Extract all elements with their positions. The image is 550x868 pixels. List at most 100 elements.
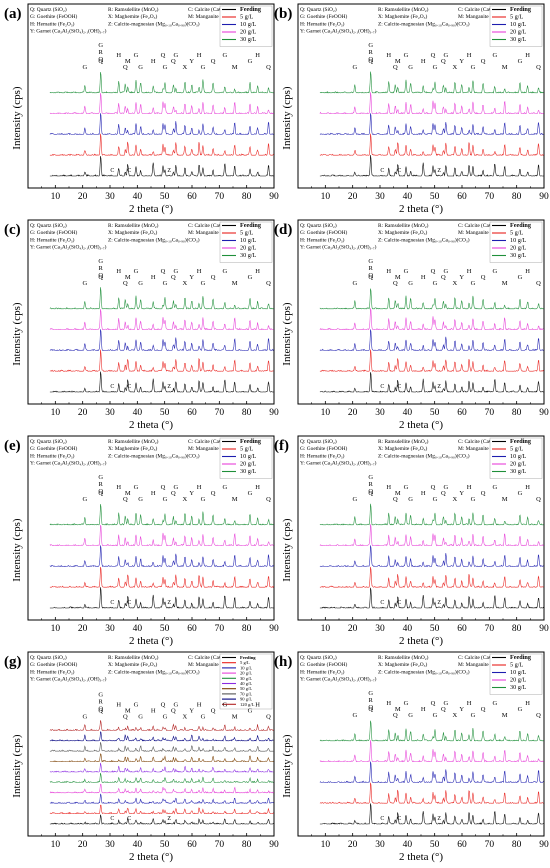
peak-label: Y: [189, 707, 194, 714]
peak-label: G: [518, 274, 523, 281]
peak-label: M: [125, 58, 131, 65]
peak-label: M: [395, 58, 401, 65]
peak-label: Q: [368, 272, 373, 279]
phase-legend-entry: Q: Quartz (SiO₂): [300, 438, 337, 445]
phase-legend-entry: M: Manganite (MnOOH): [458, 13, 513, 20]
peak-label: G: [138, 280, 143, 287]
series-legend-label: 10 g/L: [510, 669, 527, 676]
y-axis-label: Intensity (cps): [281, 302, 293, 366]
x-tick-label: 80: [242, 192, 252, 202]
peak-label: X: [183, 496, 188, 503]
peak-label: H: [255, 52, 260, 59]
peak-label: M: [395, 274, 401, 281]
peak-label: Q: [393, 64, 398, 71]
series-legend-label: 10 g/L: [240, 453, 257, 460]
panel-label: (d): [274, 222, 292, 238]
peak-label: G: [471, 64, 476, 71]
peak-label-bottom: C: [397, 384, 401, 390]
peak-label: H: [151, 707, 156, 714]
peak-label: H: [386, 52, 391, 59]
peak-label: Q: [123, 496, 128, 503]
peak-label: G: [444, 700, 449, 707]
phase-legend-entry: Q: Quartz (SiO₂): [300, 654, 337, 661]
x-tick-label: 10: [51, 624, 61, 634]
series-legend-label: 30 g/L: [510, 252, 527, 259]
phase-legend-entry: Z: Calcite-magnesian (Mg₀.₁₀Ca₀.₉₀)(CO₃): [378, 236, 470, 243]
peak-label: G: [98, 42, 103, 49]
peak-label: Y: [189, 274, 194, 281]
phase-legend-entry: M: Manganite (MnOOH): [458, 229, 513, 236]
x-tick-label: 40: [403, 840, 413, 850]
phase-legend-entry: X: Maghemite (Fe₂O₃): [378, 445, 427, 452]
x-tick-label: 20: [78, 192, 88, 202]
peak-label: G: [134, 52, 139, 59]
peak-label: Q: [431, 484, 436, 491]
series-line-30-g-L: [49, 71, 274, 94]
peak-label-bottom: Z: [437, 600, 441, 606]
series-line-40-g-L: [49, 762, 274, 773]
peak-label: H: [151, 274, 156, 281]
peak-label-bottom: C: [127, 816, 131, 822]
series-line-20-g-L: [49, 93, 274, 115]
phase-legend-entry: Q: Quartz (SiO₂): [30, 438, 67, 445]
peak-label: Y: [189, 490, 194, 497]
phase-legend-entry: C: Calcite (CaCO₃): [188, 438, 230, 445]
peak-label: Q: [441, 274, 446, 281]
peak-label-bottom: C: [397, 600, 401, 606]
series-line-20-g-L: [319, 308, 544, 331]
peak-label: G: [174, 701, 179, 708]
x-tick-label: 20: [348, 840, 358, 850]
x-tick-label: 70: [485, 408, 495, 418]
peak-label-bottom: C: [127, 384, 131, 390]
peak-label: Q: [171, 274, 176, 281]
peak-label: G: [471, 712, 476, 719]
peak-label: M: [125, 490, 131, 497]
phase-legend-entry: R: Ramsdellite (MnO₂): [108, 6, 159, 13]
phase-legend-entry: M: Manganite (MnOOH): [188, 445, 243, 452]
peak-label: Q: [98, 272, 103, 279]
x-axis-label: 2 theta (°): [129, 203, 173, 215]
peak-label: H: [386, 700, 391, 707]
x-tick-label: 40: [133, 624, 143, 634]
x-tick-label: 30: [105, 192, 115, 202]
peak-label: G: [492, 484, 497, 491]
peak-label: H: [467, 484, 472, 491]
series-legend-label: 20 g/L: [240, 29, 257, 36]
x-tick-label: 10: [321, 408, 331, 418]
panel-g: (g) 10 20 30 40 50 60 70 80 90 2 theta (°) Intensit…: [4, 651, 279, 863]
series-line-Feeding: [319, 803, 544, 825]
x-tick-label: 20: [78, 840, 88, 850]
peak-label: H: [421, 490, 426, 497]
phase-legend-entry: X: Maghemite (Fe₂O₃): [108, 229, 157, 236]
phase-legend-entry: R: Ramsdellite (MnO₂): [378, 654, 429, 661]
peak-label: Q: [481, 58, 486, 65]
peak-label: G: [353, 280, 358, 287]
phase-legend-entry: G: Goethite (FeOOH): [30, 13, 78, 20]
peak-label: G: [353, 64, 358, 71]
series-line-70-g-L: [49, 742, 274, 752]
peak-label: Q: [368, 706, 373, 713]
peak-label: H: [525, 484, 530, 491]
peak-label-bottom: C: [380, 816, 384, 822]
x-tick-label: 20: [78, 408, 88, 418]
phase-legend-entry: Q: Quartz (SiO₂): [300, 6, 337, 13]
x-axis-label: 2 theta (°): [129, 851, 173, 863]
x-tick-label: 60: [457, 624, 467, 634]
peak-label: Q: [441, 490, 446, 497]
peak-label: H: [421, 58, 426, 65]
x-tick-label: 90: [269, 192, 279, 202]
x-tick-label: 60: [187, 408, 197, 418]
peak-label: G: [163, 280, 168, 287]
phase-legend-entry: R: Ramsdellite (MnO₂): [378, 6, 429, 13]
x-tick-label: 10: [51, 408, 61, 418]
phase-legend-entry: G: Goethite (FeOOH): [30, 445, 78, 452]
peak-label: G: [492, 52, 497, 59]
series-line-30-g-L: [319, 71, 544, 94]
peak-label: G: [368, 690, 373, 697]
peak-label: G: [83, 496, 88, 503]
x-tick-label: 60: [187, 192, 197, 202]
peak-label: Q: [481, 274, 486, 281]
peak-label: H: [467, 52, 472, 59]
peak-label: G: [222, 484, 227, 491]
